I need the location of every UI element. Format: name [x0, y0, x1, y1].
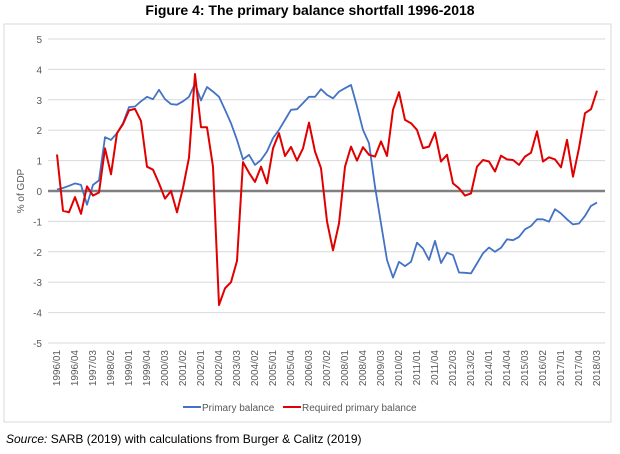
x-tick-label: 2007/02: [322, 350, 333, 387]
source-note: Source: SARB (2019) with calculations fr…: [6, 432, 362, 446]
x-tick-label: 2018/03: [592, 350, 603, 387]
y-tick-label: 1: [36, 157, 42, 168]
legend-label: Required primary balance: [302, 403, 417, 414]
chart-frame: [3, 23, 612, 423]
x-tick-label: 2008/01: [340, 350, 351, 387]
x-tick-label: 2003/03: [232, 350, 243, 387]
x-tick-label: 2010/02: [394, 350, 405, 387]
y-tick-label: -5: [33, 339, 42, 350]
y-tick-label: 3: [36, 96, 42, 107]
x-tick-label: 2005/01: [268, 350, 279, 387]
x-tick-label: 2011/04: [430, 350, 441, 386]
x-tick-label: 2000/03: [160, 350, 171, 387]
x-tick-label: 2014/01: [484, 350, 495, 387]
y-tick-label: 2: [36, 126, 42, 137]
source-text: SARB (2019) with calculations from Burge…: [47, 432, 362, 446]
x-tick-label: 2004/02: [250, 350, 261, 387]
x-tick-label: 2002/04: [214, 350, 225, 387]
y-tick-label: 0: [36, 187, 42, 198]
series-line-primary-balance: [56, 82, 598, 279]
y-tick-label: -3: [33, 278, 42, 289]
x-tick-label: 2001/02: [178, 350, 189, 387]
x-tick-label: 2017/04: [574, 350, 585, 387]
y-tick-label: 4: [36, 65, 42, 76]
x-tick-label: 2008/04: [358, 350, 369, 387]
x-tick-label: 2005/04: [286, 350, 297, 387]
y-axis-label: % of GDP: [16, 168, 27, 213]
x-tick-label: 2006/03: [304, 350, 315, 387]
x-tick-label: 2016/02: [538, 350, 549, 387]
y-tick-label: -1: [33, 217, 42, 228]
x-tick-label: 2002/01: [196, 350, 207, 387]
y-tick-label: -4: [33, 309, 42, 320]
y-tick-label: -2: [33, 248, 42, 259]
x-tick-label: 1998/02: [106, 350, 117, 387]
y-tick-label: 5: [36, 35, 42, 46]
series-line-required-primary-balance: [56, 73, 598, 306]
x-tick-label: 1999/04: [142, 350, 153, 387]
x-tick-label: 1996/01: [52, 350, 63, 387]
legend-label: Primary balance: [202, 403, 275, 414]
x-tick-label: 2014/04: [502, 350, 513, 387]
x-tick-label: 2017/01: [556, 350, 567, 387]
x-tick-label: 2013/02: [466, 350, 477, 387]
x-tick-label: 2009/03: [376, 350, 387, 387]
x-tick-label: 2015/03: [520, 350, 531, 387]
x-tick-label: 1996/04: [70, 350, 81, 387]
source-label: Source:: [6, 432, 48, 446]
x-tick-label: 2011/01: [412, 350, 423, 386]
x-tick-label: 2012/03: [448, 350, 459, 387]
x-tick-label: 1999/01: [124, 350, 135, 387]
x-tick-label: 1997/03: [88, 350, 99, 387]
chart-title: Figure 4: The primary balance shortfall …: [145, 2, 475, 18]
